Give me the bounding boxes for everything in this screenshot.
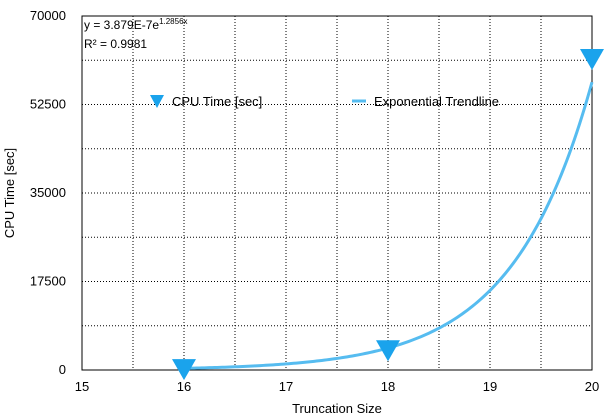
equation-annotation: y = 3.879E-7e1.2856x R² = 0.9981 bbox=[84, 17, 188, 51]
x-tick-label: 19 bbox=[483, 379, 497, 394]
x-tick-label: 15 bbox=[75, 379, 89, 394]
x-axis-title: Truncation Size bbox=[292, 401, 382, 416]
y-tick-label: 35000 bbox=[30, 185, 66, 200]
data-point-marker bbox=[376, 340, 400, 362]
x-axis-ticks: 15 16 17 18 19 20 bbox=[75, 379, 599, 394]
data-point-marker bbox=[580, 48, 604, 70]
y-tick-label: 17500 bbox=[30, 274, 66, 289]
y-axis-ticks: 0 17500 35000 52500 70000 bbox=[30, 8, 66, 377]
grid-lines-x bbox=[132, 16, 542, 370]
plot-frame bbox=[81, 15, 593, 371]
y-tick-label: 52500 bbox=[30, 97, 66, 112]
equation-base: y = 3.879E-7e bbox=[84, 18, 159, 32]
data-point-marker bbox=[172, 359, 196, 381]
equation-exponent: 1.2856x bbox=[159, 17, 187, 26]
legend-marker-triangle bbox=[150, 95, 164, 108]
svg-text:y = 3.879E-7e1.2856x: y = 3.879E-7e1.2856x bbox=[84, 17, 188, 32]
x-tick-label: 18 bbox=[381, 379, 395, 394]
legend-label-trendline: Exponential Trendline bbox=[374, 94, 499, 109]
legend-label-cpu-time: CPU Time [sec] bbox=[172, 94, 262, 109]
x-tick-label: 16 bbox=[177, 379, 191, 394]
legend: CPU Time [sec] Exponential Trendline bbox=[150, 94, 499, 109]
x-tick-label: 20 bbox=[585, 379, 599, 394]
y-tick-label: 0 bbox=[59, 362, 66, 377]
data-markers bbox=[172, 48, 604, 381]
y-axis-title: CPU Time [sec] bbox=[2, 148, 17, 238]
r-squared: R² = 0.9981 bbox=[84, 37, 147, 51]
x-tick-label: 17 bbox=[279, 379, 293, 394]
y-tick-label: 70000 bbox=[30, 8, 66, 23]
